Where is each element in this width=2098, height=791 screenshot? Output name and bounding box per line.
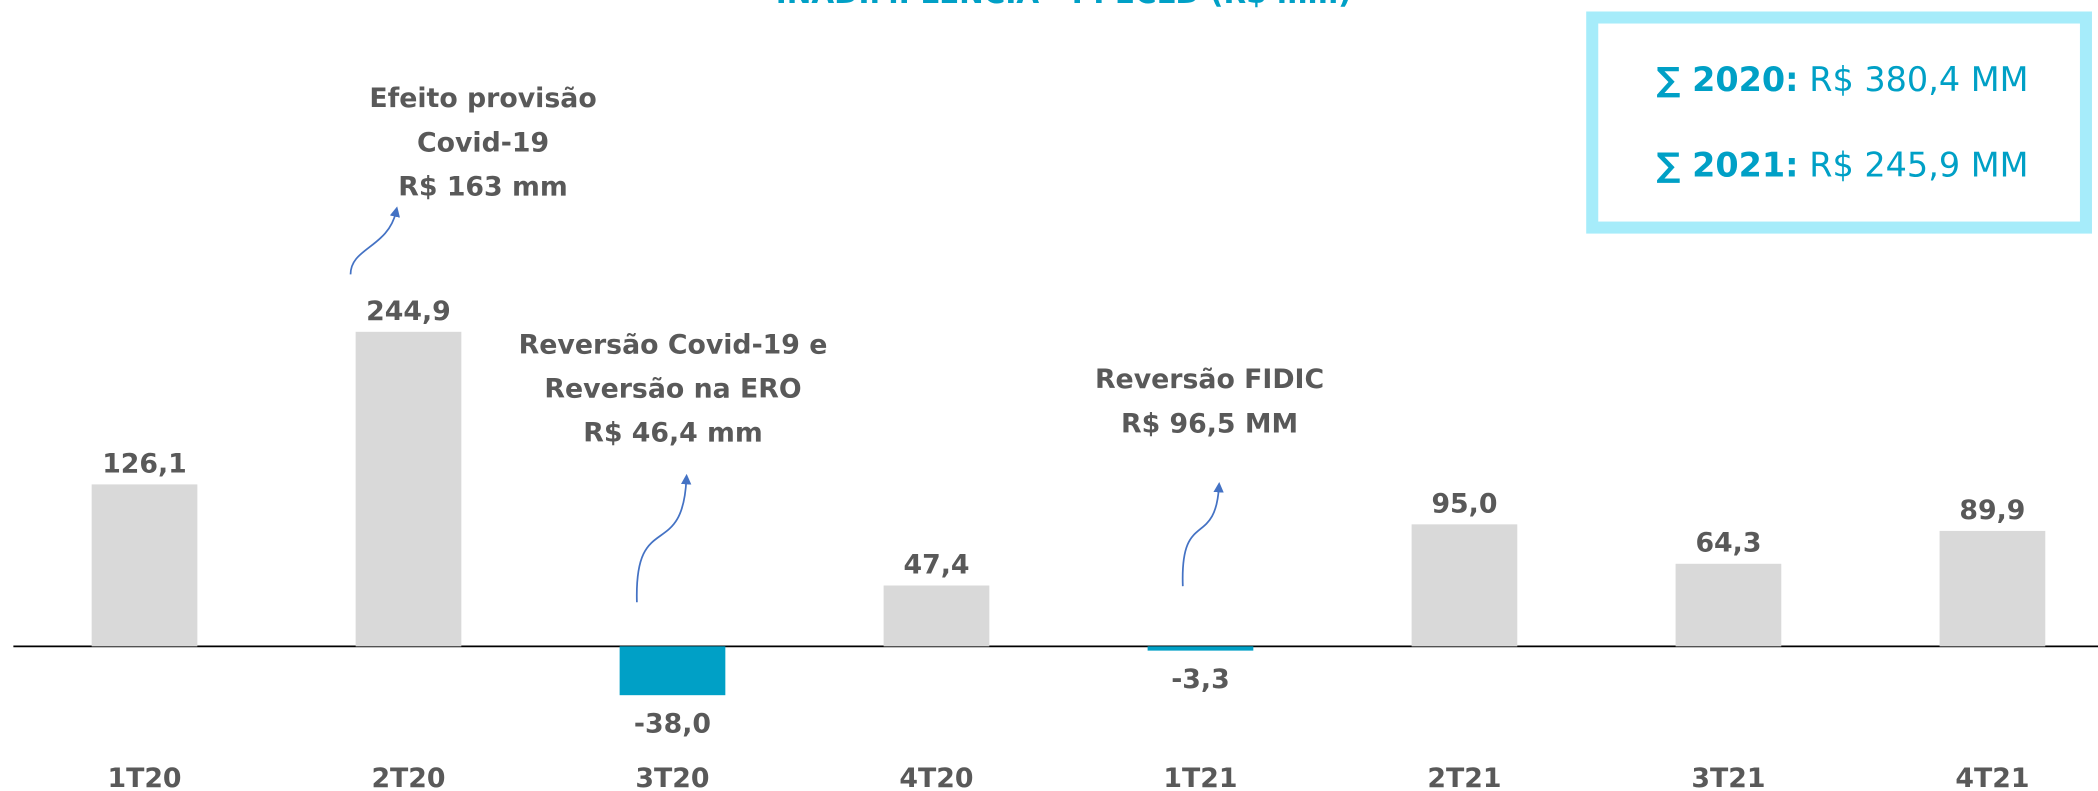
bar xyxy=(1675,563,1782,647)
arrow xyxy=(349,206,401,275)
annotation: R$ 163 mm xyxy=(398,171,567,202)
chart-title: INADIMPLÊNCIA - PPECLD (R$ mm) xyxy=(776,0,1352,10)
x-tick-label: 3T21 xyxy=(1691,763,1765,791)
bar xyxy=(1147,646,1254,651)
bar xyxy=(1411,524,1518,647)
x-tick-label: 1T21 xyxy=(1163,763,1237,791)
x-tick-label: 2T20 xyxy=(371,763,445,791)
bar xyxy=(91,484,198,647)
summary-line: ∑ 2020: R$ 380,4 MM xyxy=(1656,60,2028,99)
value-label: 126,1 xyxy=(102,448,187,479)
summary-value: R$ 380,4 MM xyxy=(1809,60,2028,99)
annotation: Reversão FIDIC xyxy=(1095,364,1324,395)
x-tick-label: 1T20 xyxy=(107,763,181,791)
summary-value: R$ 245,9 MM xyxy=(1809,146,2028,185)
annotation: R$ 96,5 MM xyxy=(1121,408,1298,439)
value-label: 64,3 xyxy=(1695,528,1761,559)
value-label: -38,0 xyxy=(634,709,711,740)
value-label: 89,9 xyxy=(1959,495,2025,526)
bar xyxy=(883,585,990,647)
bar xyxy=(355,331,462,647)
summary-label: ∑ 2020: xyxy=(1656,60,1798,99)
x-tick-label: 2T21 xyxy=(1427,763,1501,791)
value-label: -3,3 xyxy=(1171,664,1230,695)
annotation: Reversão na ERO xyxy=(544,374,801,405)
summary-box xyxy=(1586,11,2092,234)
bar xyxy=(619,646,726,696)
annotation: Reversão Covid-19 e xyxy=(519,329,828,360)
x-tick-label: 4T21 xyxy=(1955,763,2029,791)
arrow xyxy=(636,473,692,603)
bar xyxy=(1939,530,2046,647)
annotation: Covid-19 xyxy=(417,127,549,158)
value-label: 47,4 xyxy=(903,549,969,580)
x-tick-label: 4T20 xyxy=(899,763,973,791)
x-tick-label: 3T20 xyxy=(635,763,709,791)
value-label: 244,9 xyxy=(366,296,451,327)
summary-line: ∑ 2021: R$ 245,9 MM xyxy=(1656,146,2028,185)
summary-label: ∑ 2021: xyxy=(1656,146,1798,185)
annotation: Efeito provisão xyxy=(369,83,596,114)
arrow xyxy=(1181,481,1224,587)
value-label: 95,0 xyxy=(1431,488,1497,519)
annotation: R$ 46,4 mm xyxy=(583,418,763,449)
